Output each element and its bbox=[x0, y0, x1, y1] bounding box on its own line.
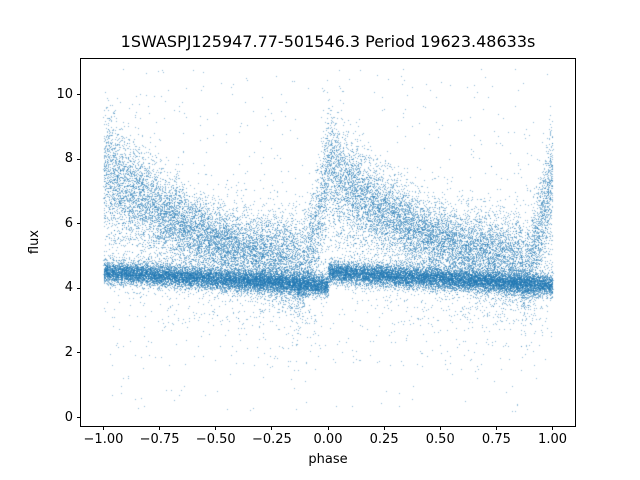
x-tick-mark bbox=[271, 426, 273, 430]
x-tick-mark bbox=[439, 426, 441, 430]
x-tick-label: 0.00 bbox=[313, 432, 343, 447]
y-tick-mark bbox=[77, 94, 81, 96]
x-tick-label: 0.50 bbox=[425, 432, 455, 447]
x-tick-label: −0.50 bbox=[195, 432, 236, 447]
y-tick-mark bbox=[77, 417, 81, 419]
y-tick-mark bbox=[77, 223, 81, 225]
x-tick-label: 0.25 bbox=[369, 432, 399, 447]
y-tick-label: 2 bbox=[64, 344, 73, 360]
x-tick-mark bbox=[215, 426, 217, 430]
plot-area: −1.00 −0.75 −0.50 −0.25 0.00 0.25 0.50 0.75 1.00… bbox=[56, 58, 576, 447]
x-tick-mark bbox=[102, 426, 104, 430]
scatter-points-canvas bbox=[81, 59, 575, 426]
x-tick-label: 1.00 bbox=[538, 432, 567, 447]
y-tick-mark bbox=[77, 352, 81, 354]
x-axis-label: phase bbox=[308, 452, 348, 467]
y-tick-label: 8 bbox=[64, 151, 73, 167]
y-tick-label: 10 bbox=[56, 86, 73, 102]
chart-title: 1SWASPJ125947.77-501546.3 Period 19623.4… bbox=[120, 32, 536, 51]
y-tick-label: 4 bbox=[64, 280, 73, 296]
y-tick-label: 6 bbox=[64, 215, 73, 231]
x-tick-mark bbox=[383, 426, 385, 430]
x-tick-mark bbox=[327, 426, 329, 430]
y-tick-mark bbox=[77, 287, 81, 289]
x-tick-label: −0.25 bbox=[251, 432, 292, 447]
y-tick-label: 0 bbox=[64, 409, 73, 425]
x-tick-mark bbox=[552, 426, 554, 430]
x-tick-label: −1.00 bbox=[83, 432, 124, 447]
x-tick-mark bbox=[495, 426, 497, 430]
y-axis-label: flux bbox=[27, 229, 42, 255]
x-tick-label: −0.75 bbox=[139, 432, 180, 447]
x-tick-mark bbox=[159, 426, 161, 430]
x-tick-label: 0.75 bbox=[481, 432, 511, 447]
y-tick-mark bbox=[77, 158, 81, 160]
